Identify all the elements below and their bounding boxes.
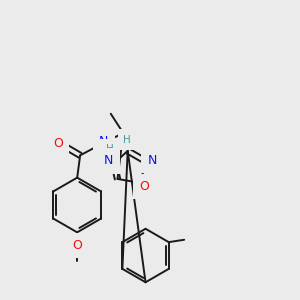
Text: O: O	[139, 180, 149, 193]
Text: H: H	[106, 144, 113, 154]
Text: N: N	[99, 135, 109, 148]
Text: N: N	[104, 154, 113, 167]
Text: O: O	[72, 239, 82, 252]
Text: N: N	[148, 154, 157, 167]
Text: O: O	[53, 137, 63, 150]
Text: H: H	[123, 135, 131, 145]
